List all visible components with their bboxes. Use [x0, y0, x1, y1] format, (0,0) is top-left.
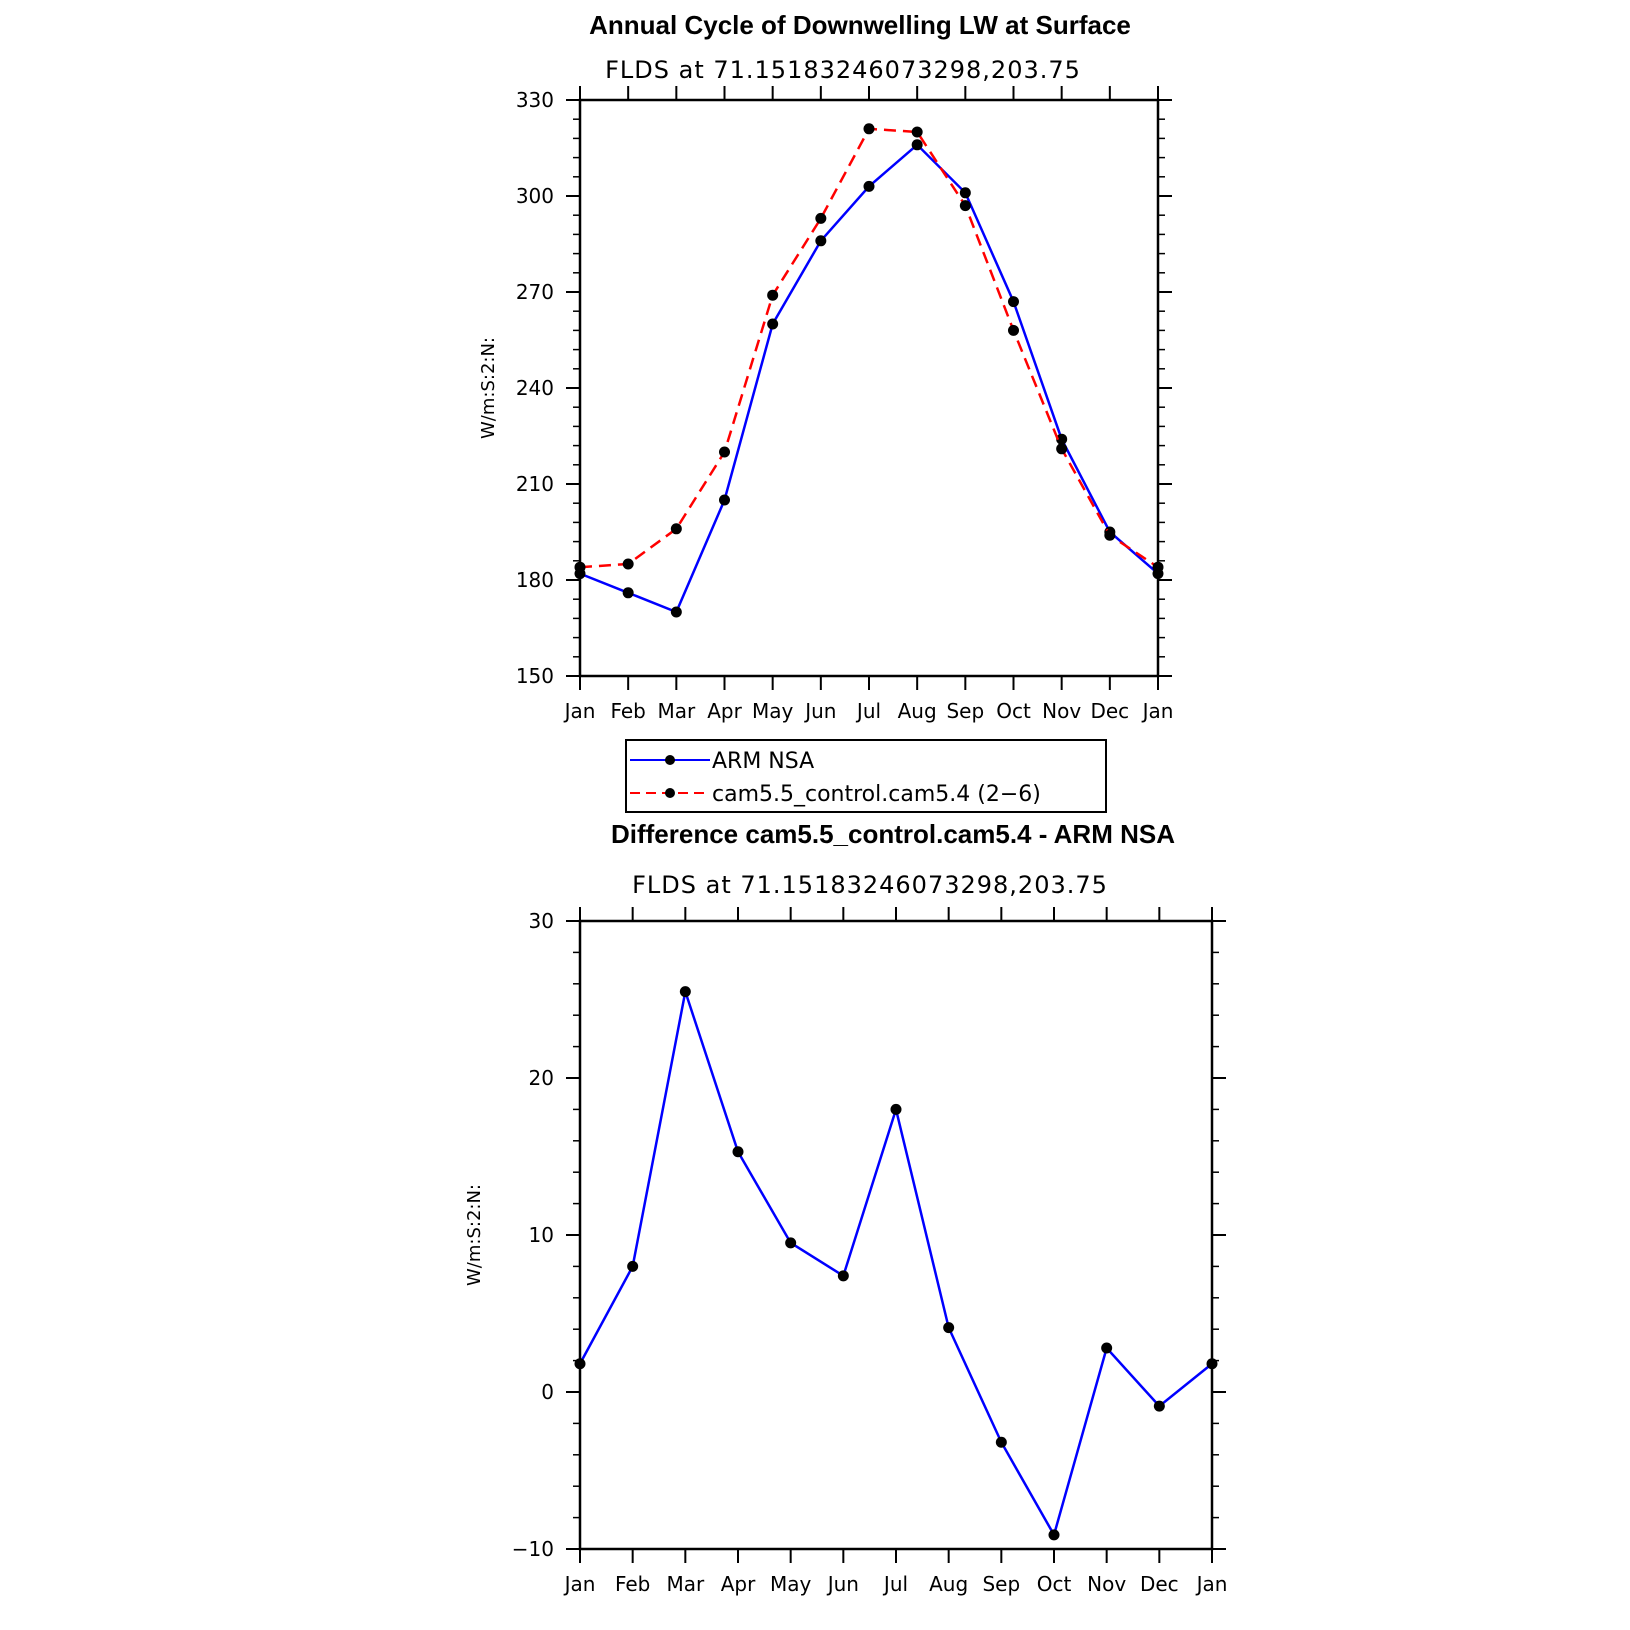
data-point	[1008, 324, 1019, 336]
x-tick-label: Jul	[855, 699, 881, 723]
y-tick-label: 210	[516, 472, 554, 496]
x-tick-label: Aug	[898, 699, 937, 723]
data-point	[719, 446, 730, 458]
y-tick-label: −10	[512, 1537, 554, 1561]
x-tick-label: Oct	[1037, 1572, 1072, 1596]
data-point	[837, 1270, 849, 1282]
data-point	[622, 558, 634, 570]
legend: ARM NSA cam5.5_control.cam5.4 (2−6)	[625, 739, 1107, 813]
data-point	[767, 289, 779, 301]
data-point	[719, 494, 730, 506]
x-tick-label: Jun	[803, 699, 836, 723]
data-point	[1153, 1400, 1165, 1412]
data-point	[890, 1103, 902, 1115]
x-tick-label: May	[770, 1572, 812, 1596]
y-tick-label: 300	[516, 184, 554, 208]
x-tick-label: Apr	[707, 699, 742, 723]
x-tick-label: May	[752, 699, 794, 723]
data-point	[679, 986, 691, 998]
data-point	[785, 1237, 797, 1249]
x-tick-label: Apr	[721, 1572, 756, 1596]
data-point	[574, 561, 586, 573]
legend-marker-cam	[665, 788, 675, 798]
series-line-0	[579, 143, 1159, 614]
x-tick-label: Feb	[615, 1572, 650, 1596]
y-axis-label: W/m:S:2:N:	[478, 337, 499, 439]
x-tick-label: Jun	[826, 1572, 859, 1596]
data-point	[1152, 561, 1164, 573]
data-point	[767, 318, 779, 330]
data-point	[995, 1436, 1007, 1448]
data-point	[911, 126, 923, 138]
chart-title: Difference cam5.5_control.cam5.4 - ARM N…	[611, 819, 1175, 849]
data-point	[670, 523, 682, 535]
chart-subtitle: FLDS at 71.15183246073298,203.75	[632, 871, 1108, 899]
data-point	[1104, 529, 1116, 541]
y-tick-label: 180	[516, 568, 554, 592]
x-tick-label: Jan	[563, 1572, 596, 1596]
y-tick-label: 270	[516, 280, 554, 304]
data-point	[815, 212, 827, 224]
data-point	[863, 180, 875, 192]
data-point	[815, 235, 827, 247]
series-line-1	[579, 127, 1159, 569]
legend-label-arm-nsa: ARM NSA	[712, 749, 814, 774]
y-tick-label: 240	[516, 376, 554, 400]
plot-frame	[578, 919, 1214, 1551]
data-point	[959, 187, 971, 199]
data-point	[1048, 1529, 1060, 1541]
chart-title: Annual Cycle of Downwelling LW at Surfac…	[589, 10, 1131, 40]
data-point	[1101, 1342, 1113, 1354]
y-tick-label: 0	[541, 1380, 554, 1404]
data-point	[574, 1358, 586, 1370]
data-point	[943, 1322, 955, 1334]
data-point	[732, 1146, 744, 1158]
legend-box	[625, 739, 1107, 813]
x-tick-label: Aug	[929, 1572, 968, 1596]
x-tick-label: Mar	[657, 699, 696, 723]
x-tick-label: Nov	[1087, 1572, 1126, 1596]
series-line-0	[578, 986, 1213, 1539]
x-tick-label: Sep	[982, 1572, 1020, 1596]
data-point	[1056, 443, 1068, 455]
y-tick-label: 20	[529, 1066, 554, 1090]
chart-difference: Difference cam5.5_control.cam5.4 - ARM N…	[464, 819, 1227, 1596]
data-point	[670, 606, 682, 618]
x-tick-label: Jul	[882, 1572, 908, 1596]
x-tick-label: Jan	[1141, 699, 1174, 723]
data-point	[1056, 433, 1068, 445]
x-tick-label: Jan	[1195, 1572, 1228, 1596]
chart-subtitle: FLDS at 71.15183246073298,203.75	[605, 56, 1081, 84]
data-point	[959, 200, 971, 212]
legend-marker-arm-nsa	[665, 755, 675, 765]
x-tick-label: Dec	[1090, 699, 1129, 723]
data-point	[1008, 296, 1019, 308]
data-point	[1206, 1358, 1218, 1370]
y-axis-label: W/m:S:2:N:	[464, 1184, 485, 1286]
data-point	[863, 123, 875, 135]
x-tick-label: Dec	[1140, 1572, 1179, 1596]
data-point	[627, 1260, 639, 1272]
y-tick-label: 330	[516, 88, 554, 112]
y-tick-label: 10	[529, 1223, 554, 1247]
y-tick-label: 30	[529, 909, 554, 933]
data-point	[911, 139, 923, 151]
x-tick-label: Sep	[946, 699, 984, 723]
x-tick-label: Nov	[1042, 699, 1081, 723]
x-tick-label: Jan	[563, 699, 596, 723]
legend-label-cam: cam5.5_control.cam5.4 (2−6)	[712, 782, 1041, 807]
x-tick-label: Mar	[666, 1572, 705, 1596]
y-tick-label: 150	[516, 664, 554, 688]
data-point	[622, 587, 634, 599]
x-tick-label: Oct	[996, 699, 1031, 723]
chart-annual-cycle: Annual Cycle of Downwelling LW at Surfac…	[478, 10, 1173, 723]
x-tick-label: Feb	[610, 699, 645, 723]
